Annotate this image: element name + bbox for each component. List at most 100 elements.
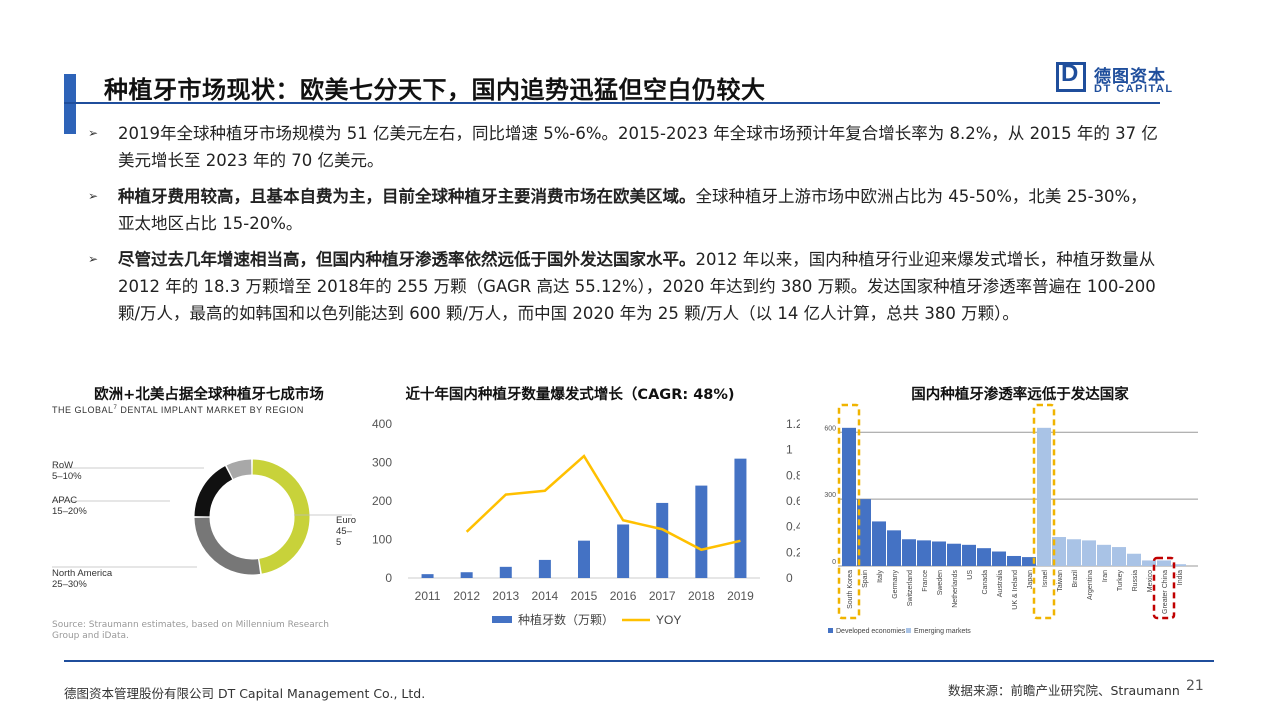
- penetration-chart-svg: 0 300 600 South Korea Spain Italy Germany Switz…: [824, 403, 1198, 635]
- footer-divider: [64, 660, 1214, 662]
- donut-chart-svg: [52, 459, 352, 575]
- bullet-item: ➢ 种植牙费用较高，且基本自费为主，目前全球种植牙主要消费市场在欧美区域。全球种…: [88, 183, 1158, 237]
- y2-axis-tick-label: 0.4: [786, 520, 800, 534]
- bullet-arrow-icon: ➢: [88, 189, 99, 203]
- page-number: 21: [1186, 678, 1204, 694]
- company-logo: D 德图资本 DT CAPITAL: [1056, 60, 1186, 96]
- x-axis-tick-label: Argentina: [1087, 570, 1094, 600]
- growth-chart-svg: 0 100 200 300 400 0 0.2 0.4 0.6 0.8 1 1.2 2011 2012 20…: [372, 417, 800, 627]
- y-axis-tick-label: 300: [372, 456, 392, 470]
- bullet-text: 2012 年以来，国内种植牙行业迎来爆发式增长，种植牙数量从 2012 年的 1…: [118, 250, 1156, 323]
- bullet-arrow-icon: ➢: [88, 252, 99, 266]
- bar-2019: [734, 458, 747, 578]
- y2-axis-tick-label: 0: [786, 571, 793, 585]
- y-axis-tick-label: 600: [824, 425, 836, 432]
- x-axis-tick-label: Canada: [982, 570, 989, 595]
- title-accent-bar: [64, 74, 76, 134]
- x-axis-tick-label: Taiwan: [1057, 570, 1064, 592]
- europe-label: Euro 45–5: [336, 515, 356, 548]
- x-axis-tick-label: Italy: [877, 570, 884, 583]
- legend-bar-label: 种植牙数（万颗）: [518, 612, 614, 627]
- highlight-box-greater-china: [1152, 556, 1176, 620]
- bar-sweden: [932, 541, 946, 566]
- y2-axis-tick-label: 0.8: [786, 468, 800, 482]
- chart3-heading: 国内种植牙渗透率远低于发达国家: [911, 387, 1129, 403]
- y-axis-tick-label: 200: [372, 494, 392, 508]
- donut-subtitle-rest: DENTAL IMPLANT MARKET BY REGION: [117, 405, 304, 415]
- x-axis-tick-label: South Korea: [847, 570, 854, 609]
- bullet-bold-text: 尽管过去几年增速相当高，但国内种植牙渗透率依然远低于国外发达国家水平。: [118, 250, 696, 269]
- highlight-box-south-korea: [837, 403, 861, 620]
- bar-2018: [695, 485, 708, 578]
- donut-subtitle-text: THE GLOBAL: [52, 405, 114, 415]
- bar-italy: [872, 521, 886, 566]
- logo-chinese-name: 德图资本: [1094, 67, 1166, 87]
- bar-2011: [421, 574, 434, 578]
- x-axis-tick-label: Sweden: [937, 570, 944, 595]
- y-axis-tick-label: 0: [385, 571, 392, 585]
- donut-slice-row: [226, 459, 252, 480]
- x-axis-tick-label: Netherlands: [952, 570, 959, 608]
- bullet-text: 全球种植牙上游市场中欧洲占比为 45-50%，北美 25-30%，亚太地区占比 …: [118, 187, 1147, 233]
- x-axis-tick-label: 2014: [532, 589, 559, 603]
- bar-south-korea: [842, 427, 856, 566]
- x-axis-tick-label: 2015: [571, 589, 598, 603]
- bullet-list: ➢ 2019年全球种植牙市场规模为 51 亿美元左右，同比增速 5%-6%。20…: [88, 120, 1158, 336]
- x-axis-tick-label: US: [967, 570, 974, 580]
- donut-chart-panel: THE GLOBAL7 DENTAL IMPLANT MARKET BY REG…: [52, 405, 356, 645]
- bullet-item: ➢ 2019年全球种植牙市场规模为 51 亿美元左右，同比增速 5%-6%。20…: [88, 120, 1158, 174]
- donut-chart-subtitle: THE GLOBAL7 DENTAL IMPLANT MARKET BY REG…: [52, 405, 304, 415]
- x-axis-tick-label: Brazil: [1072, 570, 1079, 588]
- x-axis-tick-label: Spain: [862, 570, 869, 588]
- legend-bar-swatch: [492, 616, 512, 623]
- x-axis-tick-label: Turkey: [1117, 570, 1124, 592]
- legend-developed-label: Developed economies: [836, 628, 906, 635]
- yoy-line: [465, 454, 741, 552]
- x-axis-tick-label: Germany: [892, 570, 899, 599]
- legend-emerging-label: Emerging markets: [914, 628, 971, 635]
- bar-2015: [578, 540, 590, 578]
- x-axis-tick-label: Australia: [997, 570, 1004, 597]
- bar-israel: [1037, 427, 1051, 566]
- bar-2013: [499, 566, 512, 578]
- bar-spain: [857, 499, 871, 566]
- donut-slice-north-america: [194, 517, 261, 575]
- bar-2012: [460, 572, 473, 578]
- donut-slice-apac: [194, 466, 233, 517]
- apac-label: APAC 15–20%: [52, 495, 87, 517]
- logo-letter: D: [1061, 60, 1079, 87]
- title-underline: [64, 102, 1160, 104]
- bar-argentina: [1082, 540, 1096, 566]
- highlight-box-israel: [1032, 403, 1056, 620]
- y2-axis-tick-label: 0.6: [786, 494, 800, 508]
- bar-2017: [656, 502, 669, 578]
- bar-switzerland: [902, 539, 916, 566]
- bar-russia: [1127, 553, 1141, 566]
- y-axis-tick-label: 400: [372, 417, 392, 431]
- y2-axis-tick-label: 1: [786, 443, 793, 457]
- x-axis-tick-label: UK & Ireland: [1012, 570, 1019, 610]
- logo-mark: [1056, 62, 1086, 92]
- x-axis-tick-label: Greater China: [1162, 570, 1169, 614]
- y-axis-tick-label: 0: [832, 559, 836, 566]
- bar-canada: [977, 548, 991, 566]
- y-axis-tick-label: 300: [824, 492, 836, 499]
- bullet-bold-text: 种植牙费用较高，且基本自费为主，目前全球种植牙主要消费市场在欧美区域。: [118, 187, 696, 206]
- x-axis-tick-label: Japan: [1027, 570, 1034, 589]
- row-label-value: 5–10%: [52, 471, 82, 482]
- row-label: RoW 5–10%: [52, 460, 82, 482]
- na-label-name: North America: [52, 568, 113, 579]
- apac-label-name: APAC: [52, 495, 78, 506]
- chart2-heading: 近十年国内种植牙数量爆发式增长（CAGR: 48%): [405, 387, 735, 403]
- bar-brazil: [1067, 539, 1081, 566]
- page-title: 种植牙市场现状：欧美七分天下，国内追势迅猛但空白仍较大: [104, 76, 766, 104]
- bullet-arrow-icon: ➢: [88, 126, 99, 140]
- footer-source: 数据来源：前瞻产业研究院、Straumann: [948, 683, 1180, 698]
- x-axis-tick-label: 2012: [453, 589, 480, 603]
- bar-iran: [1097, 544, 1111, 566]
- row-label-name: RoW: [52, 460, 74, 471]
- bar-mexico: [1142, 560, 1156, 566]
- y2-axis-tick-label: 1.2: [786, 417, 800, 431]
- bullet-item: ➢ 尽管过去几年增速相当高，但国内种植牙渗透率依然远低于国外发达国家水平。201…: [88, 246, 1158, 327]
- logo-english-name: DT CAPITAL: [1094, 83, 1174, 95]
